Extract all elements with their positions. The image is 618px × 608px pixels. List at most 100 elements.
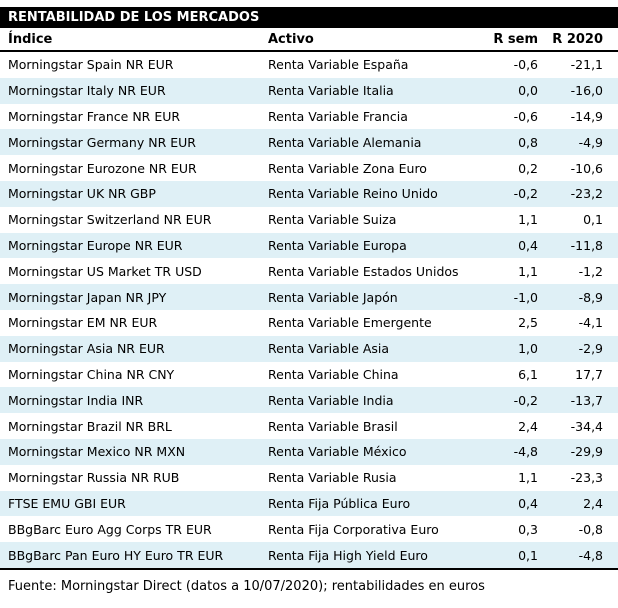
index-cell: Morningstar Europe NR EUR	[8, 237, 183, 253]
r-week-cell: 2,5	[518, 315, 538, 331]
r-2020-cell: -11,8	[570, 237, 603, 253]
r-week-cell: 1,1	[518, 263, 538, 279]
index-cell: Morningstar India INR	[8, 392, 144, 408]
asset-cell: Renta Variable Europa	[268, 237, 407, 253]
table-row: Morningstar India INR Renta Variable Indi…	[0, 387, 618, 414]
asset-cell: Renta Variable Italia	[268, 83, 394, 99]
asset-cell: Renta Variable Estados Unidos	[268, 263, 459, 279]
r-week-cell: 0,4	[518, 495, 538, 511]
asset-cell: Renta Variable Emergente	[268, 315, 432, 331]
r-week-cell: -1,0	[513, 289, 538, 305]
index-cell: Morningstar Germany NR EUR	[8, 134, 196, 150]
r-2020-cell: -16,0	[570, 83, 603, 99]
table-row: BBgBarc Euro Agg Corps TR EUR Renta Fija …	[0, 516, 618, 542]
r-week-cell: -0,2	[513, 392, 538, 408]
header-row: Índice Activo R sem R 2020	[0, 28, 618, 52]
report-title-bar: RENTABILIDAD DE LOS MERCADOS	[0, 7, 618, 28]
asset-cell: Renta Variable Francia	[268, 108, 408, 124]
asset-cell: Renta Variable México	[268, 444, 407, 460]
table-row: BBgBarc Pan Euro HY Euro TR EUR Renta Fij…	[0, 542, 618, 568]
asset-cell: Renta Fija Pública Euro	[268, 495, 411, 511]
r-week-cell: 2,4	[518, 418, 538, 434]
index-cell: Morningstar Japan NR JPY	[8, 289, 167, 305]
r-2020-cell: -23,2	[570, 186, 603, 202]
asset-cell: Renta Variable Japón	[268, 289, 398, 305]
asset-cell: Renta Variable Suiza	[268, 212, 397, 228]
index-cell: Morningstar Switzerland NR EUR	[8, 212, 212, 228]
r-week-cell: 1,1	[518, 212, 538, 228]
r-week-cell: 1,0	[518, 341, 538, 357]
r-week-cell: -0,6	[513, 57, 538, 73]
table-row: Morningstar Europe NR EUR Renta Variable …	[0, 232, 618, 259]
index-cell: Morningstar Brazil NR BRL	[8, 418, 172, 434]
table-row: Morningstar Asia NR EUR Renta Variable As…	[0, 335, 618, 362]
asset-cell: Renta Variable Alemania	[268, 134, 422, 150]
asset-cell: Renta Fija High Yield Euro	[268, 547, 428, 563]
asset-cell: Renta Fija Corporativa Euro	[268, 521, 439, 537]
column-header-activo: Activo	[260, 28, 465, 52]
r-2020-cell: -4,1	[578, 315, 603, 331]
source-footnote: Fuente: Morningstar Direct (datos a 10/0…	[8, 578, 485, 594]
index-cell: Morningstar Italy NR EUR	[8, 83, 166, 99]
r-2020-cell: -4,8	[578, 547, 603, 563]
asset-cell: Renta Variable Brasil	[268, 418, 398, 434]
index-cell: Morningstar Eurozone NR EUR	[8, 160, 197, 176]
column-header-indice: Índice	[0, 28, 260, 52]
index-cell: Morningstar Spain NR EUR	[8, 57, 174, 73]
r-2020-cell: -29,9	[570, 444, 603, 460]
r-2020-cell: 0,1	[583, 212, 603, 228]
r-2020-cell: -34,4	[570, 418, 603, 434]
r-2020-cell: -14,9	[570, 108, 603, 124]
r-2020-cell: -8,9	[578, 289, 603, 305]
table-header: Índice Activo R sem R 2020	[0, 28, 618, 52]
asset-cell: Renta Variable España	[268, 57, 409, 73]
table-row: Morningstar Mexico NR MXN Renta Variable …	[0, 438, 618, 465]
asset-cell: Renta Variable India	[268, 392, 394, 408]
table-row: FTSE EMU GBI EUR Renta Fija Pública Euro 0…	[0, 490, 618, 517]
r-2020-cell: -10,6	[570, 160, 603, 176]
r-week-cell: 0,1	[518, 547, 538, 563]
column-header-r-2020: R 2020	[538, 28, 618, 52]
table-row: Morningstar Japan NR JPY Renta Variable J…	[0, 284, 618, 310]
index-cell: Morningstar UK NR GBP	[8, 186, 156, 202]
index-cell: Morningstar Asia NR EUR	[8, 341, 165, 357]
index-cell: Morningstar EM NR EUR	[8, 315, 158, 331]
index-cell: BBgBarc Euro Agg Corps TR EUR	[8, 521, 212, 537]
table-row: Morningstar Italy NR EUR Renta Variable I…	[0, 77, 618, 104]
r-week-cell: 0,2	[518, 160, 538, 176]
r-week-cell: 0,3	[518, 521, 538, 537]
r-week-cell: -4,8	[513, 444, 538, 460]
r-2020-cell: -2,9	[578, 341, 603, 357]
markets-table: Índice Activo R sem R 2020 Morningstar S…	[0, 28, 618, 568]
asset-cell: Renta Variable Zona Euro	[268, 160, 427, 176]
table-row: Morningstar China NR CNY Renta Variable C…	[0, 362, 618, 388]
bottom-rule	[0, 567, 618, 570]
asset-cell: Renta Variable Asia	[268, 341, 390, 357]
r-2020-cell: 2,4	[583, 495, 603, 511]
column-header-r-sem: R sem	[465, 28, 538, 52]
table-body: Morningstar Spain NR EUR Renta Variable E…	[0, 51, 618, 568]
table-row: Morningstar UK NR GBP Renta Variable Rein…	[0, 180, 618, 207]
table-row: Morningstar Switzerland NR EUR Renta Vari…	[0, 207, 618, 233]
r-week-cell: 6,1	[518, 366, 538, 382]
r-2020-cell: -21,1	[570, 57, 603, 73]
asset-cell: Renta Variable China	[268, 366, 399, 382]
table-row: Morningstar US Market TR USD Renta Variab…	[0, 258, 618, 284]
r-2020-cell: -13,7	[570, 392, 603, 408]
index-cell: Morningstar France NR EUR	[8, 108, 181, 124]
r-2020-cell: -23,3	[570, 470, 603, 486]
r-week-cell: 0,0	[518, 83, 538, 99]
r-2020-cell: 17,7	[575, 366, 603, 382]
r-week-cell: -0,2	[513, 186, 538, 202]
table-row: Morningstar Eurozone NR EUR Renta Variabl…	[0, 155, 618, 181]
index-cell: BBgBarc Pan Euro HY Euro TR EUR	[8, 547, 224, 563]
index-cell: Morningstar China NR CNY	[8, 366, 175, 382]
index-cell: Morningstar Russia NR RUB	[8, 470, 180, 486]
r-2020-cell: -0,8	[578, 521, 603, 537]
asset-cell: Renta Variable Reino Unido	[268, 186, 438, 202]
r-2020-cell: -1,2	[578, 263, 603, 279]
r-week-cell: -0,6	[513, 108, 538, 124]
r-week-cell: 0,4	[518, 237, 538, 253]
r-week-cell: 0,8	[518, 134, 538, 150]
